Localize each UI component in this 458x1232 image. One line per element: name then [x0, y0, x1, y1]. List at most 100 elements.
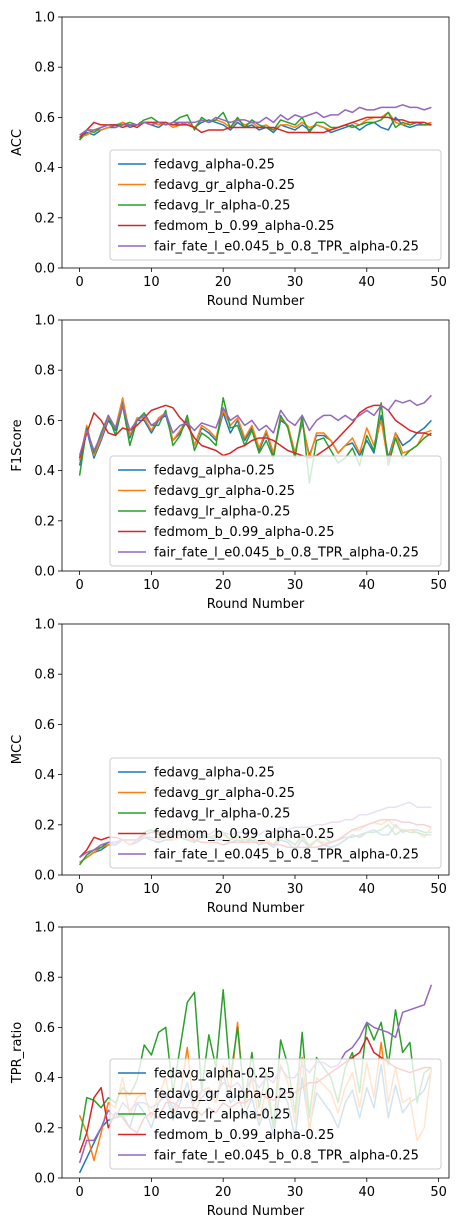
x-tick-label: 40: [359, 1185, 376, 1200]
legend: fedavg_alpha-0.25 fedavg_gr_alpha-0.25fed…: [109, 1058, 442, 1170]
x-tick-label: 0: [75, 882, 83, 897]
legend-label-4: fedmom_b_0.99_alpha-0.25: [154, 1128, 334, 1143]
y-tick-label: 0.2: [34, 1121, 55, 1136]
x-tick-label: 30: [287, 275, 304, 290]
y-tick-label: 0.2: [34, 211, 55, 226]
y-tick-label: 0.8: [34, 364, 55, 379]
y-tick-label: 1.0: [34, 618, 55, 633]
x-tick-label: 50: [430, 578, 447, 593]
x-tick-label: 30: [287, 1185, 304, 1200]
legend: fedavg_alpha-0.25 fedavg_gr_alpha-0.25fed…: [109, 455, 442, 567]
legend-label-1: fedavg_alpha-0.25: [154, 1067, 275, 1082]
x-tick-label: 40: [359, 275, 376, 290]
series-line-5: [79, 104, 432, 136]
series-line-2: [78, 397, 432, 464]
y-tick-label: 0.4: [34, 1071, 55, 1086]
y-tick-label: 0.6: [34, 414, 55, 429]
legend-label-5: fair_fate_l_e0.045_b_0.8_TPR_alpha-0.25: [154, 848, 419, 863]
series-lines: [78, 104, 432, 141]
legend-label-2: fedavg_gr_alpha-0.25: [154, 178, 295, 193]
legend-label-3: fedavg_lr_alpha-0.25: [154, 505, 290, 520]
x-axis-label: Round Number: [207, 901, 305, 916]
legend-box: [109, 149, 442, 261]
y-tick-label: 0.4: [34, 768, 55, 783]
x-tick-label: 20: [215, 882, 232, 897]
x-axis-label: Round Number: [207, 597, 305, 612]
legend-label-1: fedavg_alpha-0.25: [154, 158, 275, 173]
x-tick-label: 10: [143, 275, 160, 290]
legend: fedavg_alpha-0.25 fedavg_gr_alpha-0.25fed…: [109, 149, 442, 261]
legend-label-1: fedavg_alpha-0.25: [154, 464, 275, 479]
y-tick-label: 1.0: [34, 314, 55, 329]
axes-frame: [61, 319, 450, 572]
legend-label-2: fedavg_gr_alpha-0.25: [154, 786, 295, 801]
y-tick-label: 1.0: [34, 921, 55, 936]
series-lines: [78, 394, 432, 484]
chart-panel-4: 0 10 20 30 40 50 0.0 0.2 0.4 0.6 0.8 1.0 Round Numbe…: [10, 921, 450, 1219]
y-tick-label: 0.0: [34, 262, 55, 277]
legend-box: [109, 455, 442, 567]
series-line-4: [78, 404, 432, 459]
x-tick-label: 40: [359, 578, 376, 593]
y-tick-label: 0.8: [34, 61, 55, 76]
x-tick-label: 20: [215, 275, 232, 290]
x-tick-label: 50: [430, 1185, 447, 1200]
x-tick-label: 10: [143, 578, 160, 593]
series-line-4: [79, 116, 432, 138]
legend-label-5: fair_fate_l_e0.045_b_0.8_TPR_alpha-0.25: [154, 240, 419, 255]
chart-panel-1: 0 10 20 30 40 50 0.0 0.2 0.4 0.6 0.8 1.0 Round Numbe…: [10, 11, 450, 309]
x-tick-label: 50: [430, 275, 447, 290]
y-axis-label: ACC: [10, 129, 25, 156]
legend-label-2: fedavg_gr_alpha-0.25: [154, 1087, 295, 1102]
x-tick-label: 20: [215, 578, 232, 593]
y-tick-label: 0.6: [34, 1021, 55, 1036]
y-tick-label: 0.0: [34, 565, 55, 580]
legend-label-2: fedavg_gr_alpha-0.25: [154, 484, 295, 499]
y-axis-label: F1Score: [10, 419, 25, 471]
legend-box: [109, 757, 442, 869]
chart-panel-2: 0 10 20 30 40 50 0.0 0.2 0.4 0.6 0.8 1.0 Round Numbe…: [10, 314, 450, 612]
x-tick-label: 30: [287, 578, 304, 593]
x-axis-label: Round Number: [207, 1204, 305, 1219]
x-tick-label: 40: [359, 882, 376, 897]
x-tick-label: 0: [75, 275, 83, 290]
axes-frame: [61, 623, 450, 876]
x-tick-label: 20: [215, 1185, 232, 1200]
legend-label-3: fedavg_lr_alpha-0.25: [154, 199, 290, 214]
y-axis-label: TPR_ratio: [10, 1022, 25, 1084]
y-tick-label: 0.6: [34, 718, 55, 733]
y-tick-label: 1.0: [34, 11, 55, 26]
legend-label-5: fair_fate_l_e0.045_b_0.8_TPR_alpha-0.25: [154, 546, 419, 561]
x-tick-label: 10: [143, 882, 160, 897]
x-tick-label: 0: [75, 1185, 83, 1200]
legend-box: [109, 1058, 442, 1170]
x-tick-label: 30: [287, 882, 304, 897]
y-axis-label: MCC: [10, 735, 25, 764]
y-tick-label: 0.2: [34, 514, 55, 529]
axes-frame: [61, 16, 450, 269]
y-tick-label: 0.4: [34, 464, 55, 479]
legend: fedavg_alpha-0.25 fedavg_gr_alpha-0.25fed…: [109, 757, 442, 869]
y-tick-label: 0.0: [34, 1172, 55, 1187]
x-axis-label: Round Number: [207, 294, 305, 309]
y-tick-label: 0.4: [34, 161, 55, 176]
y-tick-label: 0.0: [34, 869, 55, 884]
legend-label-3: fedavg_lr_alpha-0.25: [154, 1108, 290, 1123]
x-tick-label: 50: [430, 882, 447, 897]
legend-label-1: fedavg_alpha-0.25: [154, 766, 275, 781]
axes-frame: [61, 926, 450, 1179]
y-tick-label: 0.8: [34, 668, 55, 683]
legend-label-4: fedmom_b_0.99_alpha-0.25: [154, 827, 334, 842]
x-tick-label: 0: [75, 578, 83, 593]
legend-label-4: fedmom_b_0.99_alpha-0.25: [154, 219, 334, 234]
legend-label-5: fair_fate_l_e0.045_b_0.8_TPR_alpha-0.25: [154, 1149, 419, 1164]
y-tick-label: 0.2: [34, 818, 55, 833]
legend-label-4: fedmom_b_0.99_alpha-0.25: [154, 525, 334, 540]
y-tick-label: 0.8: [34, 971, 55, 986]
legend-label-3: fedavg_lr_alpha-0.25: [154, 807, 290, 822]
y-tick-label: 0.6: [34, 111, 55, 126]
chart-panel-3: 0 10 20 30 40 50 0.0 0.2 0.4 0.6 0.8 1.0 Round Numbe…: [10, 618, 450, 916]
x-tick-label: 10: [143, 1185, 160, 1200]
series-line-5: [78, 394, 432, 456]
